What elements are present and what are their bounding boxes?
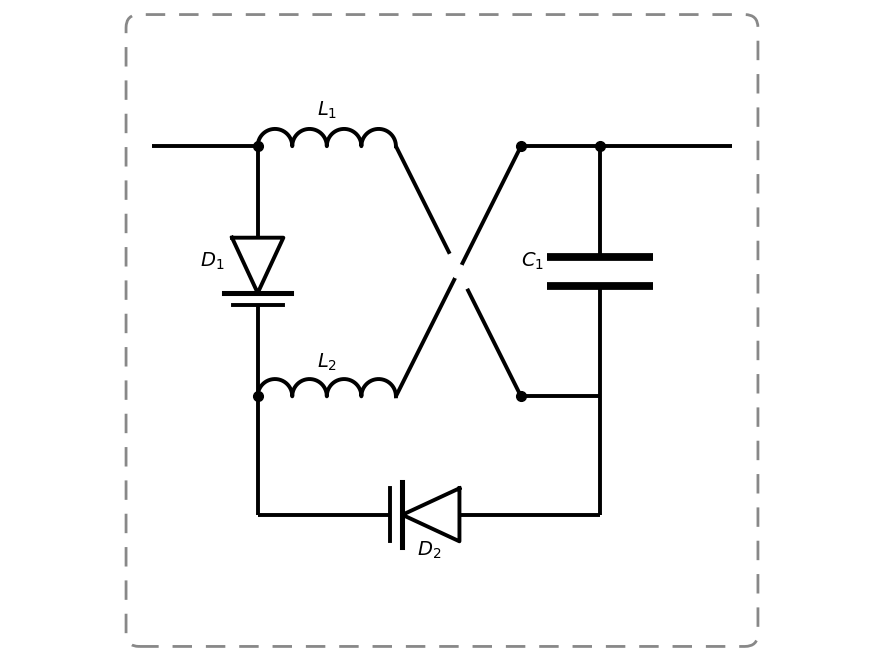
Text: $D_2$: $D_2$ [416, 540, 441, 561]
Text: $C_1$: $C_1$ [521, 251, 544, 272]
Text: $L_2$: $L_2$ [316, 352, 337, 373]
FancyBboxPatch shape [126, 15, 758, 646]
Polygon shape [402, 488, 460, 541]
Text: $D_1$: $D_1$ [201, 251, 225, 272]
Text: $L_1$: $L_1$ [316, 100, 337, 121]
Polygon shape [232, 238, 284, 293]
